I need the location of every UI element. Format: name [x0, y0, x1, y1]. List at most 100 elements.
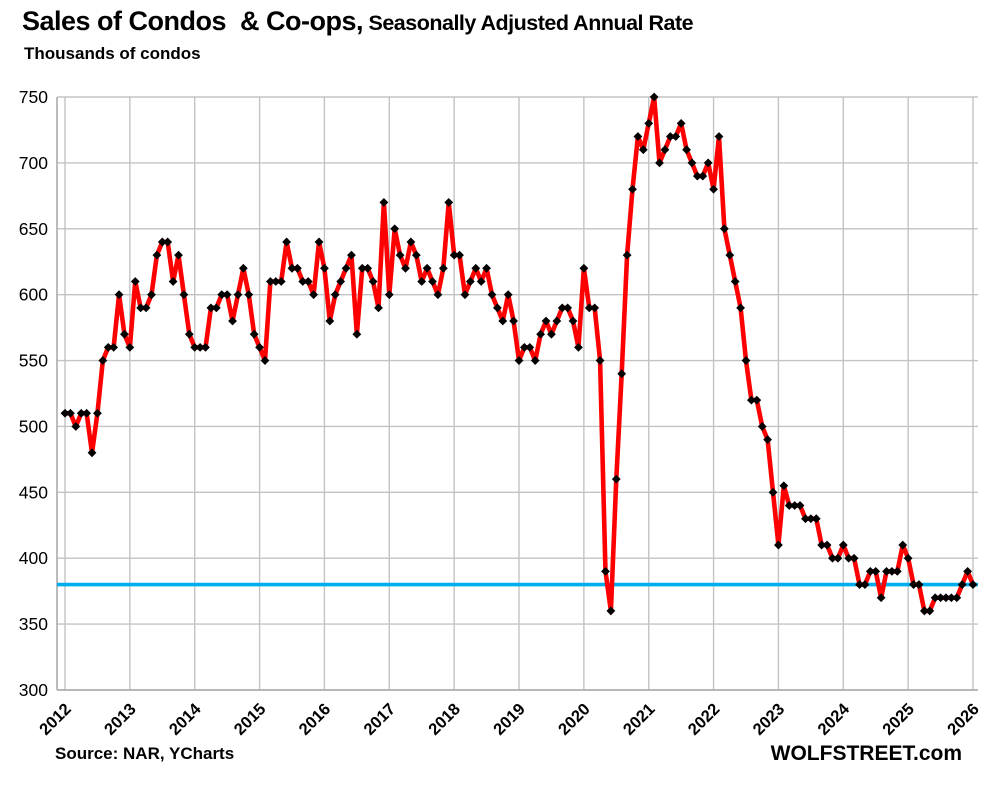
- data-point-marker: [87, 448, 97, 458]
- data-point-marker: [914, 580, 924, 589]
- data-point-marker: [195, 342, 205, 352]
- y-axis-tick-label: 300: [19, 680, 48, 700]
- data-point-marker: [855, 580, 864, 589]
- data-point-marker: [184, 329, 194, 339]
- data-point-marker: [125, 342, 135, 352]
- data-point-marker: [541, 316, 551, 326]
- y-axis-tick-label: 550: [19, 351, 48, 371]
- data-point-marker: [330, 290, 340, 300]
- x-axis-year-label: 2012: [36, 700, 75, 739]
- data-point-marker: [919, 606, 929, 616]
- data-point-marker: [665, 132, 675, 141]
- data-point-marker: [384, 290, 394, 300]
- data-point-marker: [698, 171, 708, 181]
- x-axis-year-label: 2017: [360, 700, 399, 739]
- data-point-marker: [676, 118, 686, 128]
- x-axis-year-label: 2015: [231, 700, 270, 739]
- data-point-marker: [584, 303, 594, 313]
- data-point-marker: [547, 329, 556, 339]
- chart-title: Sales of Condos & Co-ops,: [22, 6, 364, 36]
- data-point-marker: [433, 290, 443, 300]
- data-point-marker: [401, 263, 410, 273]
- data-point-marker: [844, 553, 854, 563]
- data-point-marker: [590, 303, 600, 313]
- data-point-marker: [687, 158, 697, 168]
- data-point-marker: [509, 316, 518, 326]
- x-axis-year-label: 2021: [620, 700, 659, 739]
- data-point-marker: [568, 316, 578, 326]
- y-axis-tick-label: 750: [19, 87, 48, 107]
- data-point-marker: [860, 580, 870, 589]
- data-point-marker: [628, 184, 637, 194]
- page-title: Sales of Condos & Co-ops, Seasonally Adj…: [22, 6, 694, 37]
- data-point-marker: [455, 250, 464, 260]
- x-axis-year-label: 2024: [814, 700, 853, 739]
- x-axis-year-label: 2020: [555, 700, 594, 739]
- data-point-marker: [946, 593, 956, 603]
- y-axis-tick-label: 500: [19, 416, 48, 436]
- data-point-marker: [395, 250, 405, 260]
- data-point-marker: [660, 145, 670, 155]
- data-point-marker: [190, 342, 200, 352]
- data-point-marker: [141, 303, 151, 313]
- data-point-marker: [76, 408, 86, 418]
- data-point-marker: [476, 277, 486, 286]
- data-point-marker: [287, 263, 297, 273]
- y-axis-tick-label: 350: [19, 614, 48, 634]
- y-axis-tick-label: 450: [19, 482, 48, 502]
- data-point-marker: [130, 277, 140, 286]
- data-point-marker: [379, 198, 389, 207]
- data-point-marker: [730, 277, 740, 286]
- data-point-marker: [909, 580, 918, 589]
- source-note: Source: NAR, YCharts: [55, 744, 235, 763]
- data-point-marker: [406, 237, 416, 247]
- data-point-marker: [201, 342, 210, 352]
- data-point-marker: [903, 553, 913, 563]
- data-point-marker: [460, 290, 470, 300]
- data-point-marker: [692, 171, 702, 181]
- data-point-marker: [784, 501, 794, 510]
- data-point-marker: [552, 316, 562, 326]
- data-point-marker: [649, 92, 659, 102]
- data-point-marker: [617, 369, 627, 379]
- data-point-marker: [482, 263, 491, 273]
- data-point-marker: [936, 593, 945, 603]
- data-point-marker: [757, 422, 767, 431]
- data-point-marker: [98, 356, 108, 365]
- data-point-marker: [719, 224, 729, 234]
- data-point-marker: [790, 501, 800, 510]
- data-point-marker: [438, 263, 448, 273]
- data-point-marker: [363, 263, 373, 273]
- data-point-marker: [206, 303, 216, 313]
- data-point-marker: [314, 237, 324, 247]
- data-point-marker: [865, 567, 875, 576]
- chart-title-suffix: Seasonally Adjusted Annual Rate: [363, 11, 694, 35]
- data-point-marker: [833, 553, 843, 563]
- data-point-marker: [444, 198, 454, 207]
- data-point-marker: [514, 356, 524, 365]
- data-point-marker: [871, 567, 881, 576]
- data-point-marker: [109, 342, 119, 352]
- data-point-marker: [828, 553, 837, 563]
- data-point-marker: [633, 132, 643, 141]
- data-point-marker: [320, 263, 329, 273]
- data-point-marker: [930, 593, 940, 603]
- y-axis-tick-label: 600: [19, 285, 48, 305]
- chart-subtitle: Thousands of condos: [24, 44, 201, 63]
- data-point-marker: [817, 540, 827, 550]
- data-point-marker: [671, 132, 681, 141]
- data-point-marker: [638, 145, 648, 155]
- data-point-marker: [341, 263, 351, 273]
- data-point-marker: [417, 277, 427, 286]
- x-axis-year-label: 2026: [944, 700, 983, 739]
- data-point-marker: [260, 356, 270, 365]
- data-point-marker: [736, 303, 745, 313]
- data-point-marker: [152, 250, 162, 260]
- data-point-marker: [222, 290, 232, 300]
- data-point-marker: [411, 250, 421, 260]
- data-point-marker: [557, 303, 567, 313]
- y-axis-tick-label: 400: [19, 548, 48, 568]
- data-point-marker: [801, 514, 810, 524]
- data-point-marker: [725, 250, 735, 260]
